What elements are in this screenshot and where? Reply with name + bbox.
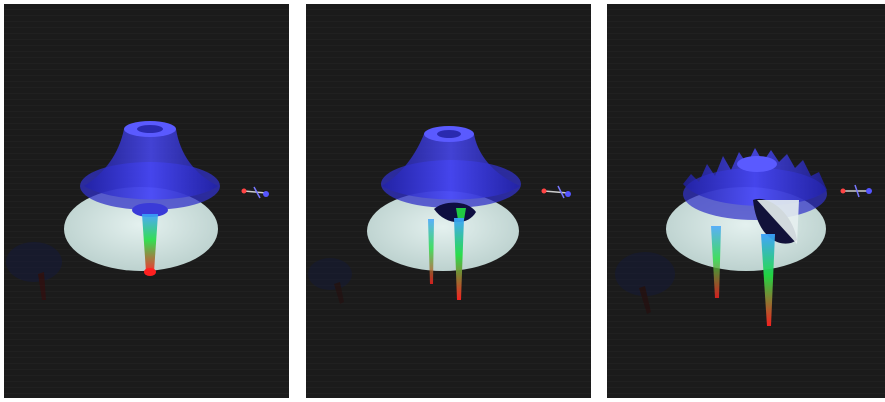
base-disk	[367, 191, 519, 271]
peak-spike-1	[761, 234, 775, 326]
funnel-surface-rippled	[683, 148, 827, 206]
base-disk	[64, 187, 218, 271]
funnel-surface	[382, 134, 520, 200]
render-scene-2	[306, 4, 591, 398]
render-panel-1	[4, 4, 289, 398]
render-panel-3	[607, 4, 885, 398]
shadow-object	[308, 258, 352, 304]
render-panel-2	[306, 4, 591, 398]
shadow-object	[615, 252, 675, 314]
peak-spike-2	[428, 219, 434, 284]
funnel-dip	[753, 198, 797, 244]
funnel-dip	[434, 202, 476, 223]
render-scene-3	[607, 4, 885, 398]
peak-spike	[142, 214, 158, 272]
funnel-surface	[84, 129, 218, 200]
axis-triad	[541, 185, 571, 199]
render-scene-1	[4, 4, 289, 398]
funnel-top	[737, 156, 777, 172]
peak-spike-1	[454, 218, 464, 300]
axis-triad	[241, 186, 269, 199]
axis-triad	[840, 184, 872, 198]
shadow-object	[6, 242, 62, 300]
peak-spike-2	[711, 226, 721, 298]
funnel-hole	[132, 203, 168, 217]
